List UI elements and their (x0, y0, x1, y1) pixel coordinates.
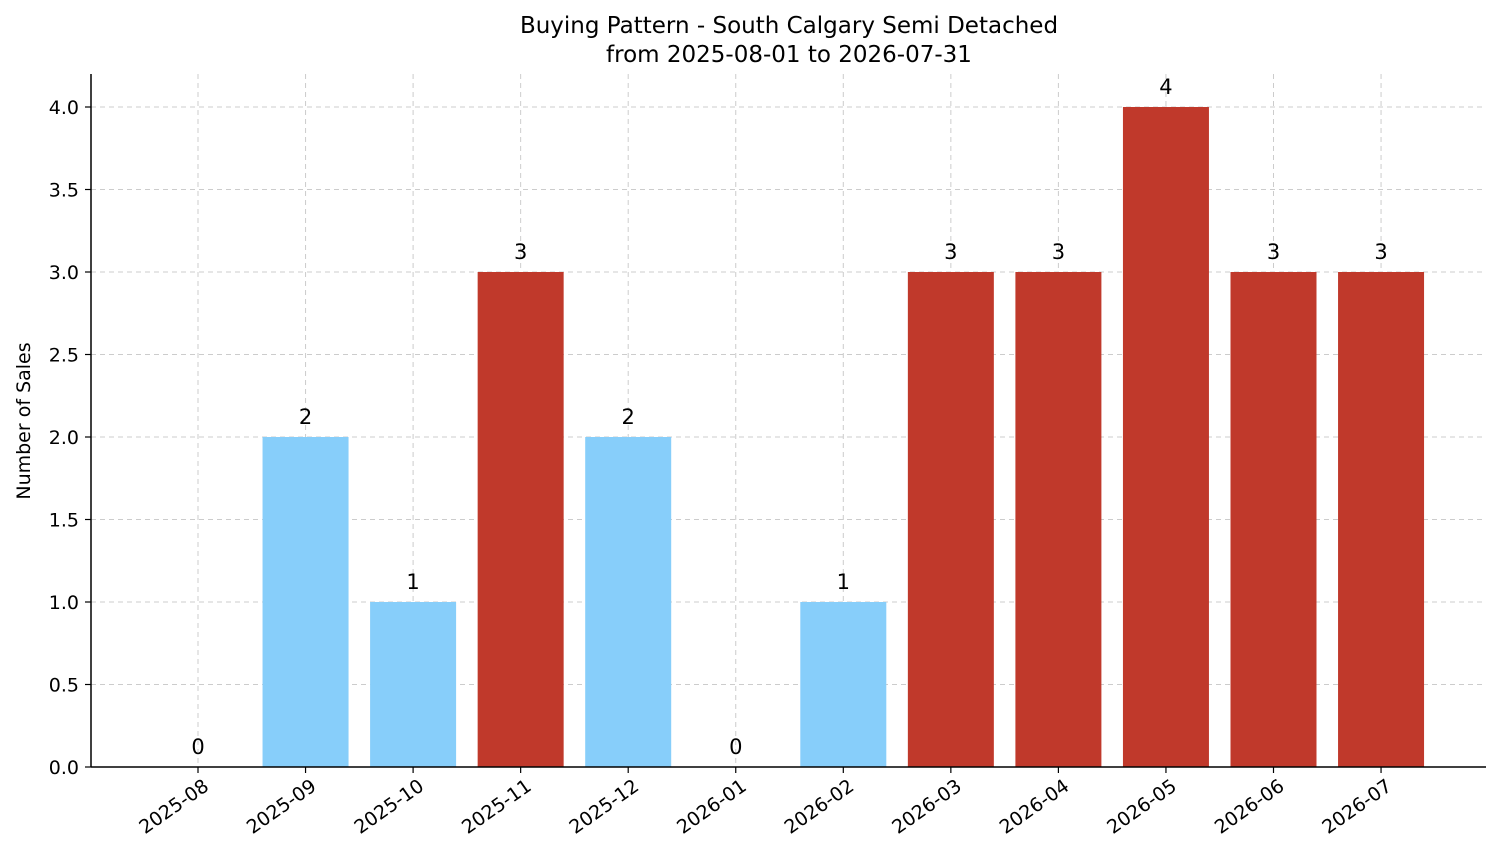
bar-value-label: 1 (406, 570, 419, 594)
bar-value-label: 2 (299, 405, 312, 429)
x-tick-label: 2026-06 (1211, 775, 1289, 839)
bar-value-label: 3 (1267, 240, 1280, 264)
x-tick-label: 2025-08 (135, 775, 213, 839)
bar-value-label: 3 (944, 240, 957, 264)
bar (800, 602, 887, 767)
x-tick-label: 2026-07 (1318, 775, 1396, 839)
bar (585, 437, 672, 767)
y-tick-label: 1.0 (49, 592, 79, 614)
bar (262, 437, 349, 767)
y-tick-label: 3.5 (49, 180, 79, 202)
bar (907, 272, 994, 767)
bar (370, 602, 457, 767)
bar-value-label: 3 (1374, 240, 1387, 264)
x-tick-label: 2025-09 (243, 775, 321, 839)
y-tick-label: 3.0 (49, 262, 79, 284)
bar (1015, 272, 1102, 767)
y-tick-label: 4.0 (49, 97, 79, 119)
y-tick-label: 1.5 (49, 510, 79, 532)
x-tick-label: 2025-10 (350, 775, 428, 839)
bars (262, 107, 1425, 767)
x-tick-label: 2026-02 (781, 775, 859, 839)
y-tick-label: 2.5 (49, 345, 79, 367)
y-tick-label: 0.0 (49, 757, 79, 779)
chart-subtitle: from 2025-08-01 to 2026-07-31 (606, 42, 972, 68)
x-tick-label: 2025-12 (565, 775, 643, 839)
bar-value-label: 3 (1052, 240, 1065, 264)
x-tick-label: 2026-01 (673, 775, 751, 839)
bar-value-label: 0 (191, 735, 204, 759)
y-tick-label: 2.0 (49, 427, 79, 449)
x-tick-label: 2026-04 (996, 775, 1074, 839)
y-axis-label: Number of Sales (13, 342, 35, 499)
bar-value-label: 1 (837, 570, 850, 594)
x-tick-label: 2026-05 (1103, 775, 1181, 839)
bar (1230, 272, 1317, 767)
bar-value-label: 2 (622, 405, 635, 429)
bar-value-label: 0 (729, 735, 742, 759)
bar (1338, 272, 1425, 767)
bar-value-label: 4 (1159, 75, 1172, 99)
bar (1122, 107, 1209, 767)
y-tick-label: 0.5 (49, 675, 79, 697)
x-tick-label: 2025-11 (458, 775, 536, 839)
x-tick-label: 2026-03 (888, 775, 966, 839)
axes (85, 74, 1486, 773)
bar (477, 272, 564, 767)
bar-value-label: 3 (514, 240, 527, 264)
chart-title: Buying Pattern - South Calgary Semi Deta… (520, 13, 1058, 39)
